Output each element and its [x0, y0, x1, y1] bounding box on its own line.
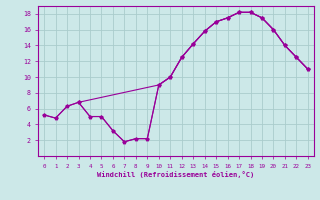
- X-axis label: Windchill (Refroidissement éolien,°C): Windchill (Refroidissement éolien,°C): [97, 171, 255, 178]
